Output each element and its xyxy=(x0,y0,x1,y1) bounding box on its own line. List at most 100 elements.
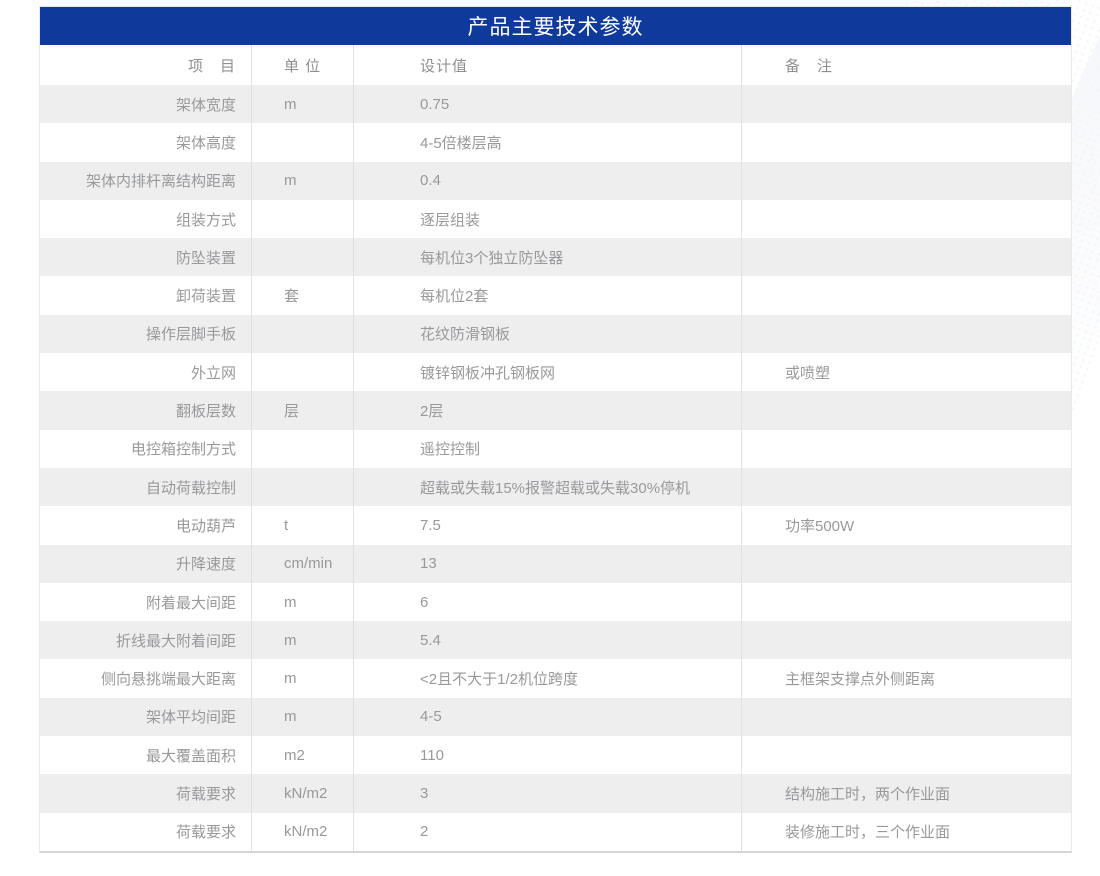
cell-item: 荷载要求 xyxy=(175,785,236,803)
table-row: 折线最大附着间距 m 5.4 xyxy=(40,621,1071,660)
cell-value: 0.4 xyxy=(353,161,741,200)
table-row: 电控箱控制方式 遥控控制 xyxy=(40,429,1071,468)
column-header-remark: 备 注 xyxy=(741,45,1069,85)
cell-item: 自动荷载控制 xyxy=(145,479,236,497)
cell-item: 最大覆盖面积 xyxy=(145,747,236,765)
table-row: 升降速度 cm/min 13 xyxy=(40,544,1071,583)
cell-item: 组装方式 xyxy=(175,211,236,229)
cell-remark xyxy=(741,314,1069,354)
table-row: 操作层脚手板 花纹防滑钢板 xyxy=(40,314,1071,354)
cell-item: 操作层脚手板 xyxy=(145,326,236,344)
cell-unit xyxy=(251,314,353,354)
cell-value: 花纹防滑钢板 xyxy=(353,314,741,354)
cell-unit: m xyxy=(251,161,353,200)
cell-remark xyxy=(741,582,1069,622)
cell-item: 架体平均间距 xyxy=(145,709,236,727)
cell-remark xyxy=(741,276,1069,315)
cell-value: 逐层组装 xyxy=(353,199,741,239)
cell-unit xyxy=(251,123,353,162)
cell-item: 外立网 xyxy=(190,364,236,382)
cell-value: <2且不大于1/2机位跨度 xyxy=(353,659,741,698)
cell-remark xyxy=(741,161,1069,200)
cell-remark: 主框架支撑点外侧距离 xyxy=(741,659,1069,698)
cell-value: 3 xyxy=(353,774,741,813)
table-row: 架体内排杆离结构距离 m 0.4 xyxy=(40,161,1071,200)
cell-remark xyxy=(741,736,1069,775)
cell-item: 翻板层数 xyxy=(175,403,236,421)
cell-value: 110 xyxy=(353,736,741,775)
cell-item: 侧向悬挑端最大距离 xyxy=(100,671,236,689)
table-row: 卸荷装置 套 每机位2套 xyxy=(40,276,1071,315)
cell-remark xyxy=(741,544,1069,583)
cell-item: 荷载要求 xyxy=(175,824,236,842)
cell-value: 4-5 xyxy=(353,697,741,737)
table-row: 架体平均间距 m 4-5 xyxy=(40,697,1071,737)
table-row: 附着最大间距 m 6 xyxy=(40,582,1071,622)
cell-value: 遥控控制 xyxy=(353,429,741,468)
column-header-value: 设计值 xyxy=(353,45,741,85)
cell-remark: 或喷塑 xyxy=(741,353,1069,392)
table-row: 侧向悬挑端最大距离 m <2且不大于1/2机位跨度 主框架支撑点外侧距离 xyxy=(40,659,1071,698)
cell-remark xyxy=(741,123,1069,162)
cell-value: 4-5倍楼层高 xyxy=(353,123,741,162)
table-row: 自动荷载控制 超载或失载15%报警超载或失载30%停机 xyxy=(40,467,1071,507)
cell-item: 架体高度 xyxy=(175,134,236,152)
table-row: 外立网 镀锌钢板冲孔钢板网 或喷塑 xyxy=(40,353,1071,392)
cell-item: 电控箱控制方式 xyxy=(130,441,236,459)
cell-item: 防坠装置 xyxy=(175,249,236,267)
cell-value: 镀锌钢板冲孔钢板网 xyxy=(353,353,741,392)
cell-unit: 套 xyxy=(251,276,353,315)
cell-remark xyxy=(741,199,1069,239)
cell-remark xyxy=(741,85,1069,124)
cell-unit: m xyxy=(251,85,353,124)
table-row: 架体宽度 m 0.75 xyxy=(40,85,1071,124)
cell-value: 2层 xyxy=(353,391,741,430)
cell-unit xyxy=(251,199,353,239)
table-header-row: 项 目 单 位 设计值 备 注 xyxy=(40,45,1071,85)
table-row: 荷载要求 kN/m2 2 装修施工时，三个作业面 xyxy=(40,812,1071,851)
table-row: 翻板层数 层 2层 xyxy=(40,391,1071,430)
cell-unit: cm/min xyxy=(251,544,353,583)
cell-item: 附着最大间距 xyxy=(145,594,236,612)
cell-unit: kN/m2 xyxy=(251,812,353,851)
cell-item: 电动葫芦 xyxy=(175,517,236,535)
cell-item: 卸荷装置 xyxy=(175,288,236,306)
cell-value: 13 xyxy=(353,544,741,583)
cell-unit: m xyxy=(251,697,353,737)
cell-unit: m xyxy=(251,582,353,622)
table-title-bar: 产品主要技术参数 xyxy=(40,7,1071,45)
cell-value: 超载或失载15%报警超载或失载30%停机 xyxy=(353,467,741,507)
cell-value: 2 xyxy=(353,812,741,851)
cell-value: 6 xyxy=(353,582,741,622)
table-row: 荷载要求 kN/m2 3 结构施工时，两个作业面 xyxy=(40,774,1071,813)
cell-remark: 装修施工时，三个作业面 xyxy=(741,812,1069,851)
table-row: 电动葫芦 t 7.5 功率500W xyxy=(40,506,1071,545)
cell-unit: m xyxy=(251,659,353,698)
cell-remark xyxy=(741,621,1069,660)
cell-unit: m xyxy=(251,621,353,660)
cell-unit xyxy=(251,353,353,392)
table-row: 组装方式 逐层组装 xyxy=(40,199,1071,239)
cell-remark xyxy=(741,429,1069,468)
table-title: 产品主要技术参数 xyxy=(467,16,644,39)
cell-remark xyxy=(741,391,1069,430)
cell-unit: m2 xyxy=(251,736,353,775)
cell-item: 架体宽度 xyxy=(175,96,236,114)
cell-value: 0.75 xyxy=(353,85,741,124)
table-body: 架体宽度 m 0.75 架体高度 4-5倍楼层高 架体内排杆离结构距离 m 0.… xyxy=(40,85,1071,851)
cell-item: 折线最大附着间距 xyxy=(115,632,236,650)
cell-remark xyxy=(741,697,1069,737)
table-row: 防坠装置 每机位3个独立防坠器 xyxy=(40,238,1071,277)
cell-value: 5.4 xyxy=(353,621,741,660)
cell-remark xyxy=(741,238,1069,277)
table-row: 最大覆盖面积 m2 110 xyxy=(40,736,1071,775)
table-row: 架体高度 4-5倍楼层高 xyxy=(40,123,1071,162)
cell-value: 7.5 xyxy=(353,506,741,545)
cell-item: 架体内排杆离结构距离 xyxy=(85,173,236,191)
cell-value: 每机位3个独立防坠器 xyxy=(353,238,741,277)
cell-unit: kN/m2 xyxy=(251,774,353,813)
cell-remark: 结构施工时，两个作业面 xyxy=(741,774,1069,813)
cell-remark: 功率500W xyxy=(741,506,1069,545)
cell-item: 升降速度 xyxy=(175,556,236,574)
cell-remark xyxy=(741,467,1069,507)
